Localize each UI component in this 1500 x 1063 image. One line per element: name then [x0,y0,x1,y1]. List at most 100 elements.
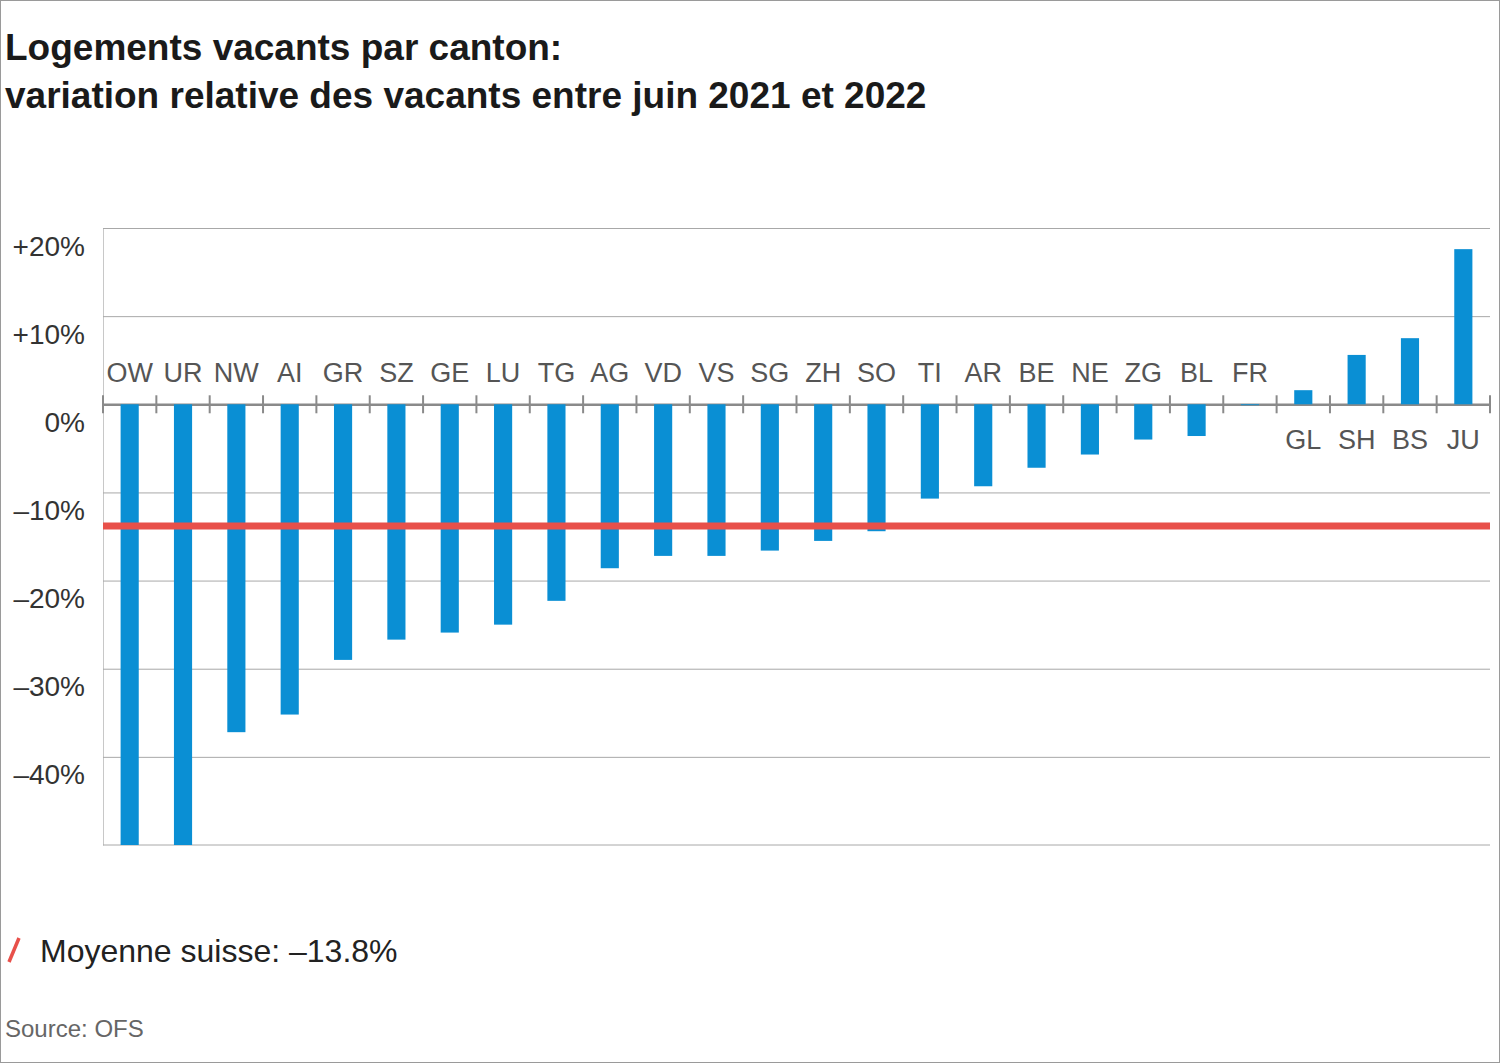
bar [1241,404,1259,406]
bar [867,404,885,531]
source: Source: OFS [5,1015,144,1042]
separator [1222,395,1224,413]
bar [814,404,832,541]
separator [1489,395,1491,413]
x-tick-label: TI [918,358,942,388]
separator [369,395,371,413]
y-tick: +10% [13,317,1490,350]
separator [1116,395,1118,413]
x-tick-label: NW [214,358,259,388]
x-tick-label: ZG [1125,358,1163,388]
x-tick-label: LU [486,358,521,388]
separator [102,395,104,413]
x-tick-label: SO [857,358,896,388]
x-tick-label: BL [1180,358,1213,388]
bar [1188,404,1206,436]
x-tick-label: VD [644,358,682,388]
grid-line [103,228,1490,229]
frame [1,1,1500,1063]
bar [1348,355,1366,404]
x-tick-label: NE [1071,358,1109,388]
separator [582,395,584,413]
y-tick: +20% [13,229,1490,262]
x-tick-label: JU [1447,425,1480,455]
x-tick-label: SZ [379,358,414,388]
range-frame [103,845,1490,846]
bar [707,404,725,556]
subtitle: variation relative des vacants entre jui… [5,75,926,116]
x-tick-label: GR [323,358,364,388]
separator [1382,395,1384,413]
y-axis: –40% –30% –20% –10% 0% +10% +20% [13,229,1490,846]
grid-line [103,581,1490,582]
bar [334,404,352,660]
bar [1294,390,1312,404]
separator [529,395,531,413]
x-tick-label: SH [1338,425,1376,455]
bar [1027,404,1045,467]
separator [209,395,211,413]
separator [742,395,744,413]
bar [1134,404,1152,439]
x-tick-label: AI [277,358,303,388]
separator [1436,395,1438,413]
y-tick-label: +10% [13,319,85,350]
y-axis-line [103,229,104,846]
title: Logements vacants par canton: [5,27,562,68]
separator [689,395,691,413]
y-tick-label: –40% [13,759,85,790]
plot-area [103,249,1490,845]
bar [174,404,192,845]
separator [1062,395,1064,413]
bar [227,404,245,732]
separator [262,395,264,413]
chart: Logements vacants par canton: variation r… [0,0,1500,1063]
legend-symbol [9,938,19,962]
x-tick-label: AG [590,358,629,388]
bar [654,404,672,556]
bar [547,404,565,601]
separator [1169,395,1171,413]
bar [441,404,459,632]
x-tick-label: UR [164,358,203,388]
separator [422,395,424,413]
y-tick-label: –10% [13,495,85,526]
separators [103,395,1490,413]
y-tick-label: –30% [13,671,85,702]
separator [635,395,637,413]
x-tick-label: GL [1285,425,1321,455]
bar [601,404,619,568]
separator [475,395,477,413]
reference-line [103,522,1490,529]
separator [1276,395,1278,413]
x-tick-label: SG [750,358,789,388]
x-tick-label: ZH [805,358,841,388]
x-tick-label: TG [538,358,576,388]
bar [1454,249,1472,404]
legend-label: Moyenne suisse: –13.8% [40,933,398,969]
separator [1329,395,1331,413]
separator [1009,395,1011,413]
x-labels: OWURNWAIGRSZGELUTGAGVDVSSGZHSOTIARBENEZG… [106,358,1479,455]
bar [1081,404,1099,454]
bar [387,404,405,639]
y-tick-label: 0% [45,407,85,438]
separator [315,395,317,413]
bar [494,404,512,624]
x-tick-label: VS [698,358,734,388]
grid-line [103,757,1490,758]
grid-line [103,669,1490,670]
y-tick-label: –20% [13,583,85,614]
bar [921,404,939,498]
bar [1401,338,1419,404]
separator [902,395,904,413]
separator [155,395,157,413]
x-tick-label: BS [1392,425,1428,455]
x-tick-label: AR [964,358,1002,388]
bar [121,404,139,845]
x-tick-label: BE [1019,358,1055,388]
separator [956,395,958,413]
separator [796,395,798,413]
x-tick-label: OW [106,358,153,388]
separator [849,395,851,413]
